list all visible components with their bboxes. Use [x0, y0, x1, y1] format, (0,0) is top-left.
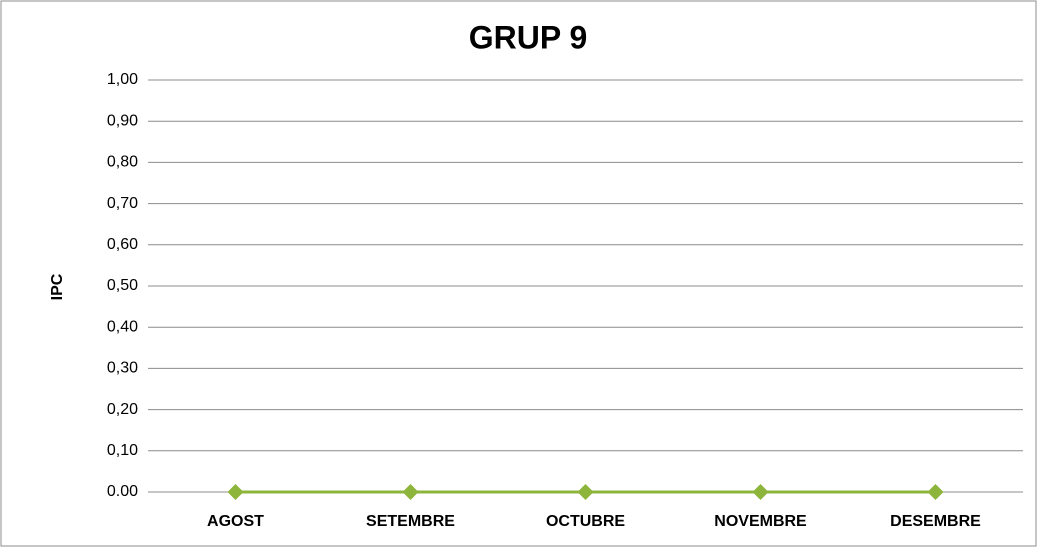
y-tick-label: 0,90 [107, 112, 138, 129]
chart-title: GRUP 9 [469, 19, 588, 55]
x-tick-label: AGOST [207, 513, 264, 530]
y-tick-label: 0,80 [107, 154, 138, 171]
x-tick-label: OCTUBRE [546, 513, 625, 530]
y-tick-label: 0,50 [107, 277, 138, 294]
y-tick-label: 0,60 [107, 236, 138, 253]
y-tick-label: 0.00 [107, 483, 138, 500]
y-tick-label: 0,30 [107, 360, 138, 377]
x-tick-label: NOVEMBRE [714, 513, 807, 530]
y-tick-label: 0,40 [107, 318, 138, 335]
point-marker [402, 484, 419, 500]
point-marker [577, 484, 594, 500]
point-marker [752, 484, 769, 500]
x-tick-label: DESEMBRE [890, 513, 981, 530]
y-tick-label: 0,70 [107, 195, 138, 212]
point-marker [927, 484, 944, 500]
y-tick-label: 0,10 [107, 442, 138, 459]
y-tick-label: 1,00 [107, 71, 138, 88]
point-marker [227, 484, 244, 500]
y-tick-label: 0,20 [107, 401, 138, 418]
y-axis-label: IPC [49, 273, 66, 300]
x-tick-label: SETEMBRE [366, 513, 455, 530]
